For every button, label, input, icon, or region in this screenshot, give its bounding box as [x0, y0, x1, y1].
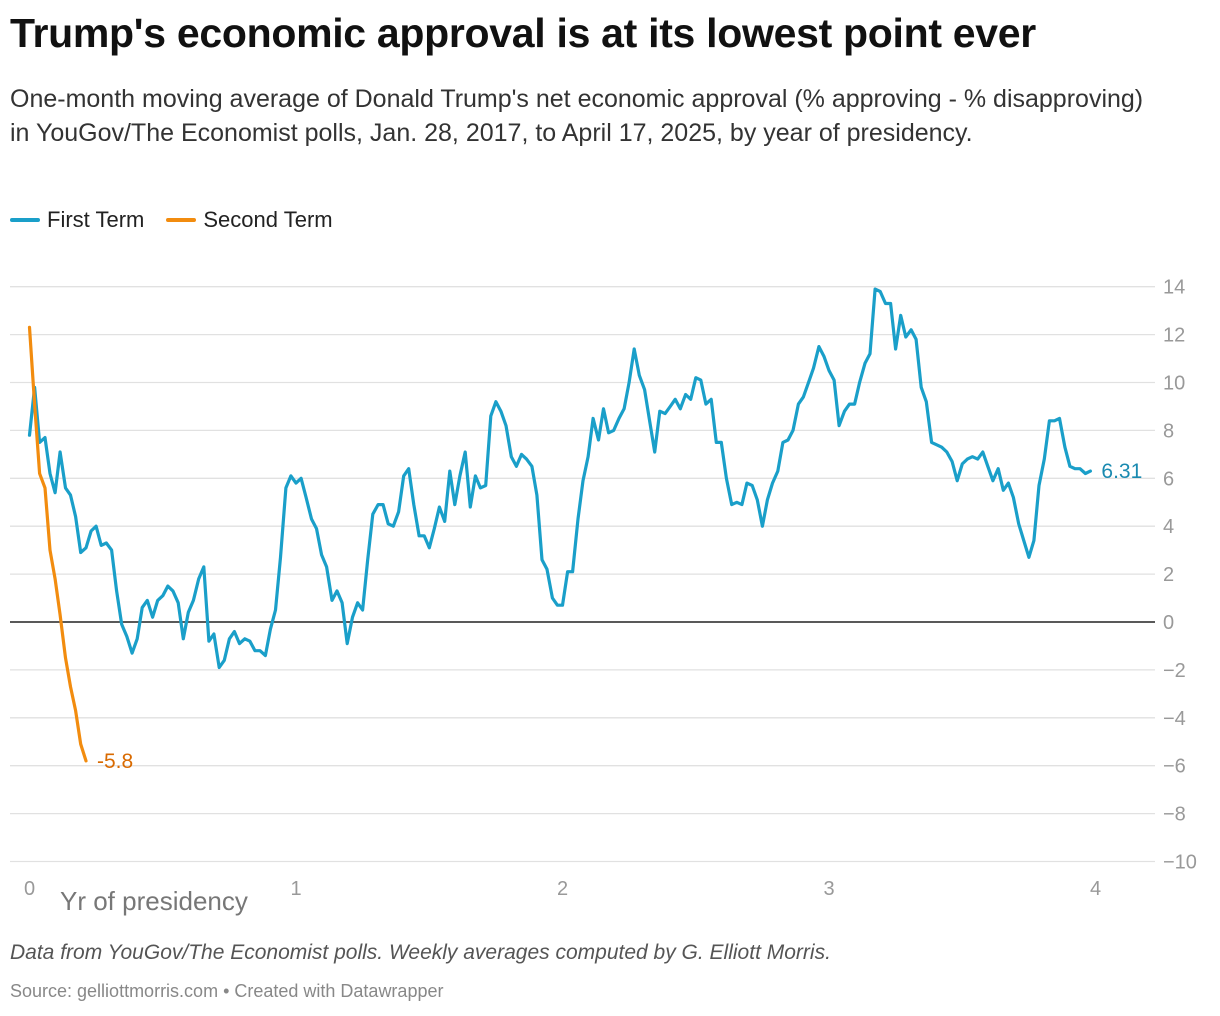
chart-subtitle: One-month moving average of Donald Trump… [10, 85, 1144, 147]
series-line-first-term [27, 287, 1092, 670]
legend-item-first-term: First Term [10, 207, 144, 233]
legend-label-second-term: Second Term [203, 207, 333, 232]
y-tick-label: 10 [1163, 373, 1185, 395]
y-tick-label: 12 [1163, 325, 1185, 347]
x-tick-label: 1 [290, 878, 301, 900]
legend-item-second-term: Second Term [166, 207, 333, 233]
x-tick-label: 2 [557, 878, 568, 900]
legend-swatch-first-term [10, 218, 40, 222]
series-line-second-term [27, 325, 88, 763]
y-tick-label: −8 [1163, 804, 1186, 826]
x-tick-label: 0 [24, 878, 35, 900]
source-line: Source: gelliottmorris.com • Created wit… [10, 981, 444, 1001]
y-tick-label: 2 [1163, 564, 1174, 586]
x-tick-label: 4 [1090, 878, 1101, 900]
legend: First Term Second Term [10, 207, 333, 233]
y-tick-label: 6 [1163, 468, 1174, 490]
y-tick-label: −4 [1163, 708, 1186, 730]
x-tick-label: 3 [823, 878, 834, 900]
data-note: Data from YouGov/The Economist polls. We… [10, 941, 831, 964]
x-axis-title: Yr of presidency [60, 886, 248, 916]
y-tick-label: 0 [1163, 612, 1174, 634]
y-tick-label: −6 [1163, 756, 1186, 778]
legend-label-first-term: First Term [47, 207, 145, 232]
y-tick-label: −10 [1163, 852, 1197, 874]
chart-title: Trump's economic approval is at its lowe… [10, 10, 1036, 56]
legend-swatch-second-term [166, 218, 197, 222]
y-tick-label: 4 [1163, 516, 1174, 538]
y-tick-label: 8 [1163, 420, 1174, 442]
end-value-label-second-term: -5.8 [97, 750, 133, 773]
y-tick-label: 14 [1163, 277, 1185, 299]
end-value-label-first-term: 6.31 [1101, 460, 1142, 483]
y-tick-label: −2 [1163, 660, 1186, 682]
